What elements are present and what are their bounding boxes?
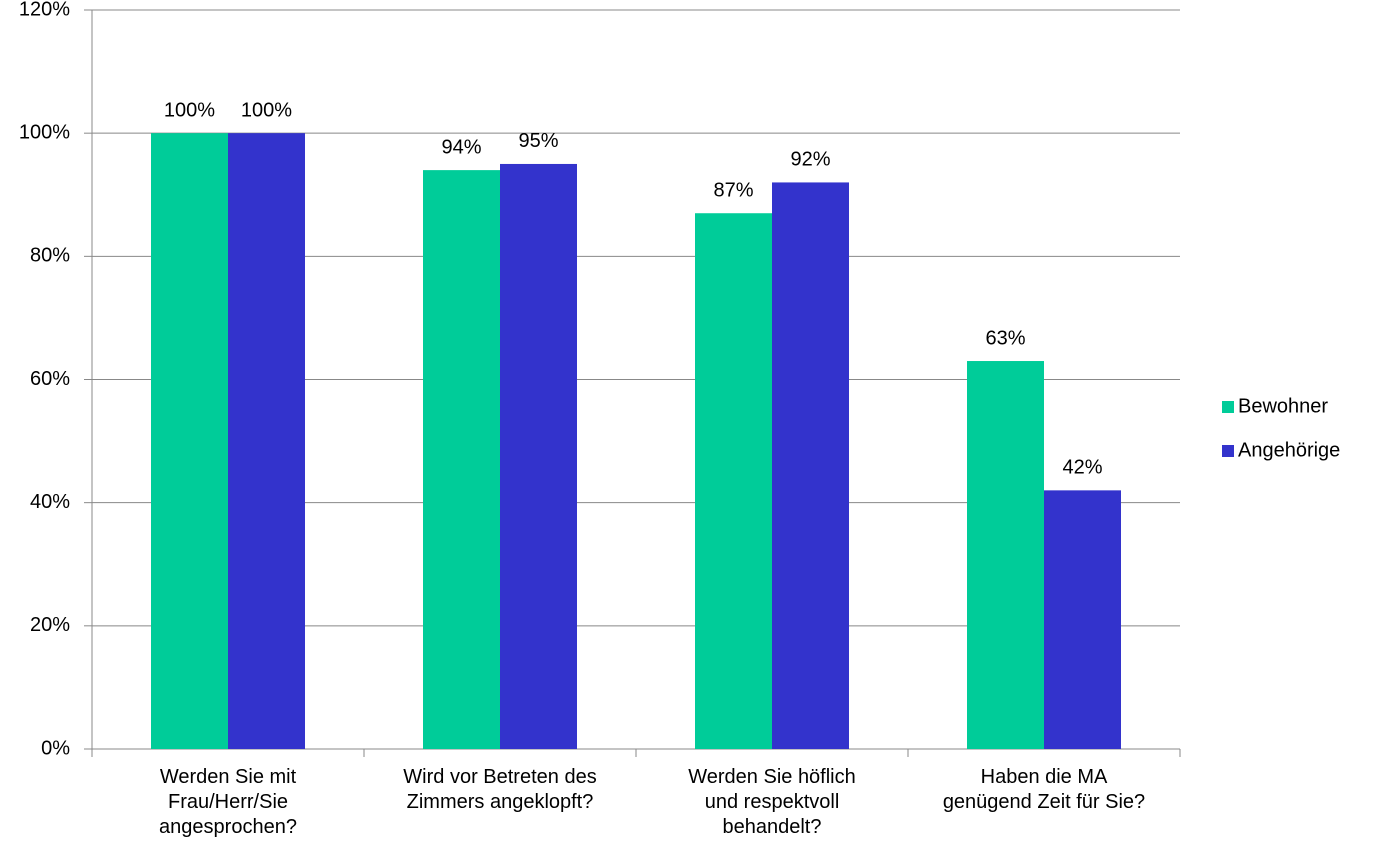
x-tick-label: Haben die MA genügend Zeit für Sie? bbox=[942, 766, 1146, 813]
bar bbox=[967, 361, 1044, 749]
legend-swatch bbox=[1222, 401, 1234, 413]
data-label: 42% bbox=[1062, 457, 1102, 479]
legend-swatch bbox=[1222, 445, 1234, 457]
x-tick-label: Werden Sie mit Frau/Herr/Sie angesproche… bbox=[159, 766, 297, 838]
x-tick-label: Wird vor Betreten des Zimmers angeklopft… bbox=[403, 766, 597, 813]
data-label: 63% bbox=[985, 327, 1025, 349]
y-tick-label: 20% bbox=[30, 614, 70, 636]
data-label: 92% bbox=[790, 149, 830, 171]
y-tick-label: 0% bbox=[41, 737, 70, 759]
y-tick-label: 60% bbox=[30, 368, 70, 390]
data-label: 100% bbox=[241, 99, 292, 121]
data-label: 87% bbox=[713, 180, 753, 202]
data-label: 94% bbox=[441, 136, 481, 158]
bar bbox=[423, 170, 500, 749]
data-label: 95% bbox=[518, 130, 558, 152]
bar bbox=[1044, 490, 1121, 749]
y-tick-label: 100% bbox=[19, 121, 70, 143]
bar bbox=[695, 213, 772, 750]
bar bbox=[151, 133, 228, 749]
y-tick-label: 80% bbox=[30, 245, 70, 267]
data-label: 100% bbox=[164, 99, 215, 121]
bar bbox=[228, 133, 305, 749]
y-tick-label: 40% bbox=[30, 491, 70, 513]
legend-label: Angehörige bbox=[1238, 439, 1340, 461]
bar bbox=[772, 182, 849, 749]
legend-label: Bewohner bbox=[1238, 395, 1328, 417]
bar bbox=[500, 163, 577, 750]
y-tick-label: 120% bbox=[19, 0, 70, 20]
x-tick-label: Werden Sie höflich und respektvoll behan… bbox=[688, 766, 856, 838]
